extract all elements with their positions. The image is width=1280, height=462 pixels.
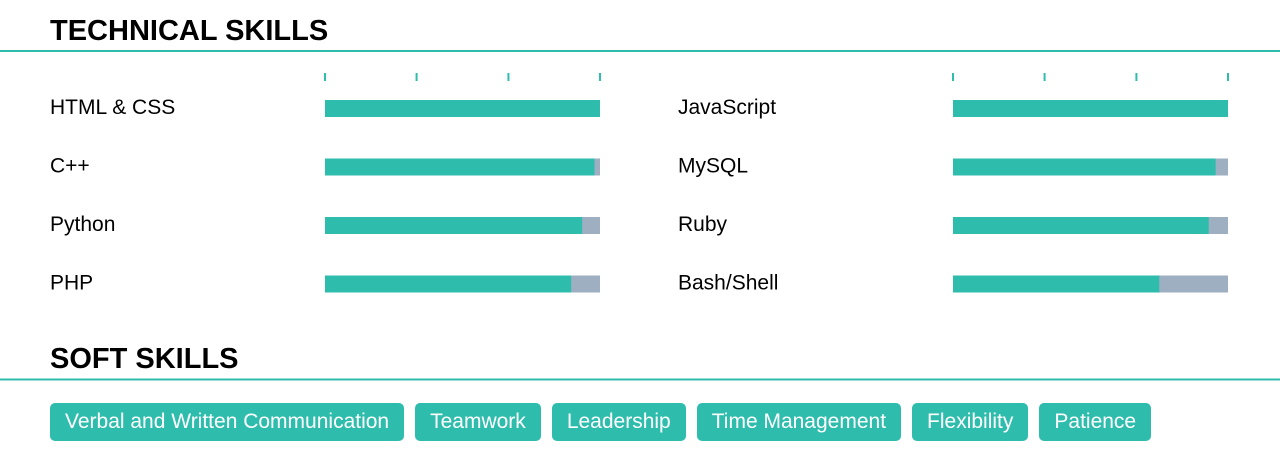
skill-name: C++ <box>50 155 90 178</box>
skill-tag: Teamwork <box>415 403 541 441</box>
skill-name: PHP <box>50 272 93 295</box>
bar <box>325 158 595 176</box>
skill-name: MySQL <box>678 155 748 178</box>
skill-tag: Leadership <box>551 403 686 441</box>
bar <box>953 275 1160 293</box>
bar <box>325 100 600 117</box>
skill-tag: Time Management <box>696 403 902 441</box>
skill-tag: Flexibility <box>912 403 1029 441</box>
bar <box>325 217 583 234</box>
bar <box>953 100 1228 117</box>
skill-name: HTML & CSS <box>50 96 175 119</box>
skill-name: Python <box>50 213 115 236</box>
bar <box>953 217 1209 234</box>
skill-tag: Patience <box>1039 403 1152 441</box>
skill-tag: Verbal and Written Communication <box>50 403 405 441</box>
bar <box>953 158 1216 176</box>
soft-skill-list: Verbal and Written Communication Teamwork… <box>50 403 1152 441</box>
skill-name: Ruby <box>678 213 728 236</box>
skills-panel: TECHNICAL SKILLS SOFT SKILLS HTML & CSS C… <box>0 15 1280 381</box>
skill-name: Bash/Shell <box>678 272 778 295</box>
skill-name: JavaScript <box>678 96 776 119</box>
section-title: SOFT SKILLS <box>50 343 239 375</box>
section-title: TECHNICAL SKILLS <box>50 15 328 47</box>
bar <box>325 275 572 293</box>
